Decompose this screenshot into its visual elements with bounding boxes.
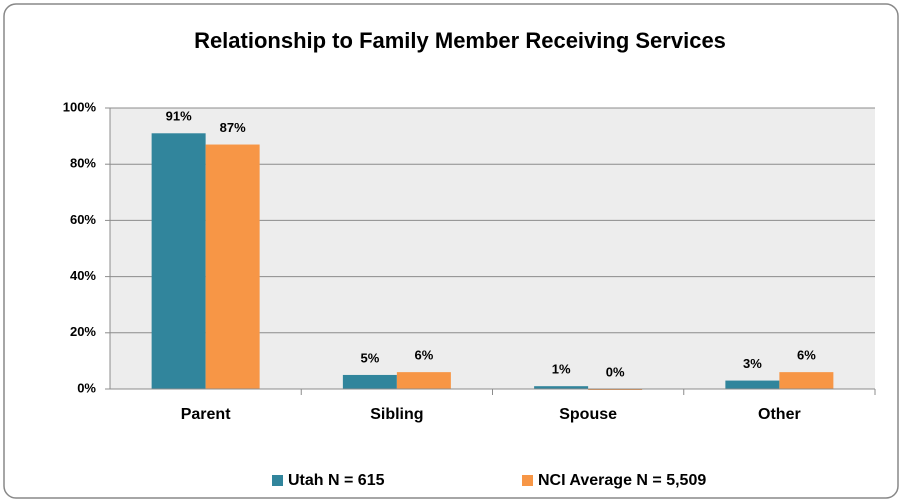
- value-label: 6%: [797, 348, 816, 363]
- value-label: 91%: [166, 109, 192, 124]
- legend-swatch: [522, 475, 533, 486]
- value-label: 5%: [360, 350, 379, 365]
- bar: [534, 386, 589, 389]
- bar: [205, 144, 260, 389]
- x-tick-label: Parent: [181, 406, 231, 423]
- legend-label: NCI Average N = 5,509: [538, 472, 706, 489]
- bar: [779, 372, 834, 389]
- y-tick-label: 100%: [63, 99, 97, 114]
- bar: [342, 374, 397, 389]
- value-label: 1%: [552, 362, 571, 377]
- y-tick-label: 80%: [70, 156, 96, 171]
- value-label: 87%: [220, 120, 246, 135]
- bar: [725, 380, 780, 389]
- value-label: 6%: [414, 348, 433, 363]
- bar: [151, 133, 206, 389]
- y-tick-label: 0%: [77, 380, 96, 395]
- bar: [396, 372, 451, 389]
- value-label: 3%: [743, 356, 762, 371]
- legend-label: Utah N = 615: [288, 472, 385, 489]
- x-tick-label: Spouse: [559, 406, 617, 423]
- x-tick-label: Sibling: [370, 406, 423, 423]
- y-tick-label: 40%: [70, 268, 96, 283]
- chart-title: Relationship to Family Member Receiving …: [194, 28, 726, 53]
- x-tick-label: Other: [758, 406, 801, 423]
- y-tick-label: 60%: [70, 212, 96, 227]
- value-label: 0%: [606, 364, 625, 379]
- legend-swatch: [272, 475, 283, 486]
- y-tick-label: 20%: [70, 324, 96, 339]
